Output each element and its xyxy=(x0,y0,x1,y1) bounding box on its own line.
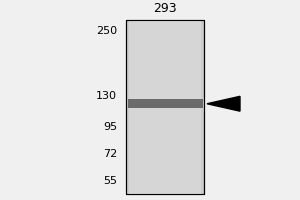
Bar xyxy=(129,20,201,194)
Text: 293: 293 xyxy=(153,2,177,15)
Bar xyxy=(128,99,202,108)
Text: 55: 55 xyxy=(103,176,117,186)
Bar xyxy=(126,20,204,194)
Text: 130: 130 xyxy=(96,91,117,101)
Text: 250: 250 xyxy=(96,26,117,36)
Bar xyxy=(126,20,204,194)
Text: 72: 72 xyxy=(103,149,117,159)
Polygon shape xyxy=(207,96,240,111)
Text: 95: 95 xyxy=(103,122,117,132)
